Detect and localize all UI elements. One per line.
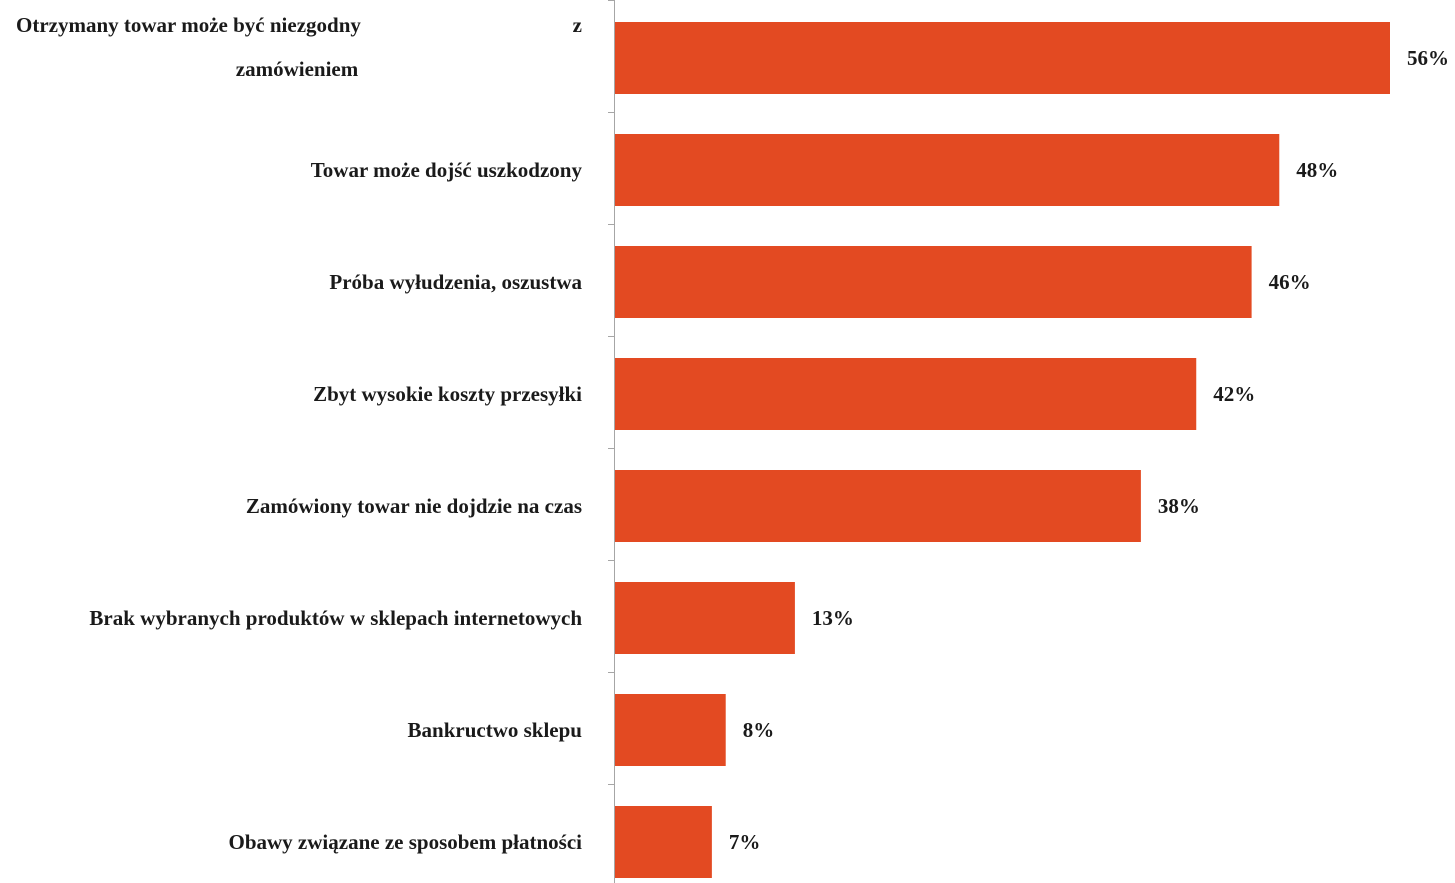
category-axis xyxy=(608,0,615,883)
category-label-7: Bankructwo sklepu xyxy=(408,718,583,742)
value-label-1: 56% xyxy=(1407,46,1449,70)
value-label-7: 8% xyxy=(743,718,775,742)
category-label-8: Obawy związane ze sposobem płatności xyxy=(229,830,583,854)
value-label-4: 42% xyxy=(1213,382,1255,406)
category-label-line-1-end: z xyxy=(573,13,582,37)
value-label-6: 13% xyxy=(812,606,854,630)
value-label-2: 48% xyxy=(1296,158,1338,182)
bar-8 xyxy=(615,806,712,878)
bar-7 xyxy=(615,694,726,766)
value-label-8: 7% xyxy=(729,830,761,854)
category-label-6: Brak wybranych produktów w sklepach inte… xyxy=(89,606,582,630)
value-label-5: 38% xyxy=(1158,494,1200,518)
bars-group xyxy=(615,22,1390,878)
category-label-4: Zbyt wysokie koszty przesyłki xyxy=(313,382,582,406)
category-label-line-1: Otrzymany towar może być niezgodny xyxy=(16,13,361,37)
category-labels: Otrzymany towar może być niezgodny z zamów… xyxy=(16,13,582,854)
bar-5 xyxy=(615,470,1141,542)
category-label-2: Towar może dojść uszkodzony xyxy=(311,158,583,182)
category-label-5: Zamówiony towar nie dojdzie na czas xyxy=(246,494,582,518)
bar-1 xyxy=(615,22,1390,94)
bar-3 xyxy=(615,246,1252,318)
bar-2 xyxy=(615,134,1279,206)
value-label-3: 46% xyxy=(1269,270,1311,294)
category-label-3: Próba wyłudzenia, oszustwa xyxy=(329,270,582,294)
category-label-line-2: zamówieniem xyxy=(236,57,359,81)
bar-6 xyxy=(615,582,795,654)
bar-4 xyxy=(615,358,1196,430)
